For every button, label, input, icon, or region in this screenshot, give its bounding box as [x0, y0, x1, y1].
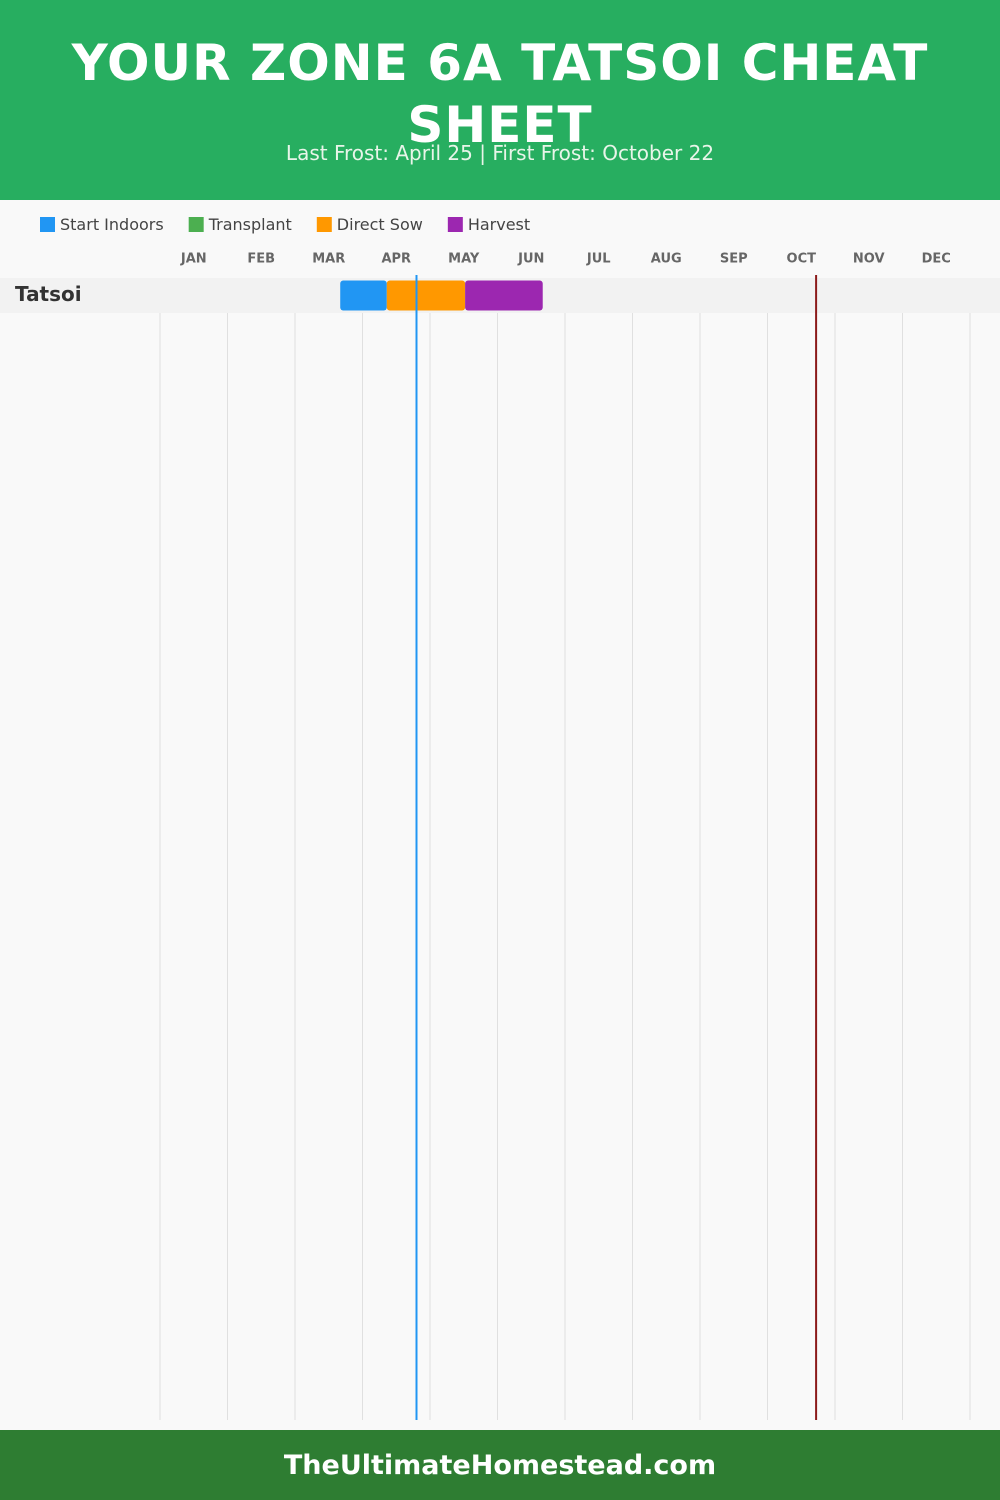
legend-swatch — [40, 217, 55, 232]
x-tick-label: AUG — [651, 252, 682, 267]
x-tick-label: NOV — [853, 252, 885, 267]
legend-label: Direct Sow — [337, 215, 423, 234]
legend-label: Transplant — [208, 215, 292, 234]
x-tick-label: DEC — [922, 252, 951, 267]
timeline-bar — [465, 280, 543, 311]
timeline-bar — [386, 280, 466, 311]
legend-label: Harvest — [468, 215, 530, 234]
title: YOUR ZONE 6A TATSOI CHEAT SHEET — [71, 34, 929, 154]
x-tick-label: MAY — [448, 252, 480, 267]
footer: TheUltimateHomestead.com — [0, 1430, 1000, 1500]
header: YOUR ZONE 6A TATSOI CHEAT SHEET Last Fro… — [0, 0, 1000, 200]
x-tick-label: FEB — [247, 252, 275, 267]
legend-swatch — [447, 217, 463, 232]
legend-label: Start Indoors — [60, 215, 164, 234]
x-tick-label: SEP — [720, 252, 748, 267]
legend-swatch — [188, 217, 204, 232]
x-tick-label: JUL — [586, 252, 611, 267]
x-tick-label: OCT — [787, 252, 817, 267]
x-tick-label: MAR — [312, 252, 345, 267]
chart: Start Indoors Transplant Direct Sow Harvest… — [0, 215, 1000, 1420]
x-tick-label: APR — [381, 252, 411, 267]
legend-swatch — [316, 217, 332, 232]
subtitle: Last Frost: April 25 | First Frost: Octo… — [285, 141, 715, 165]
row-label: Tatsoi — [15, 282, 82, 306]
timeline-bar — [340, 280, 387, 311]
x-tick-label: JAN — [180, 252, 207, 267]
footer-link[interactable]: TheUltimateHomestead.com — [283, 1450, 717, 1481]
x-tick-label: JUN — [517, 252, 544, 267]
